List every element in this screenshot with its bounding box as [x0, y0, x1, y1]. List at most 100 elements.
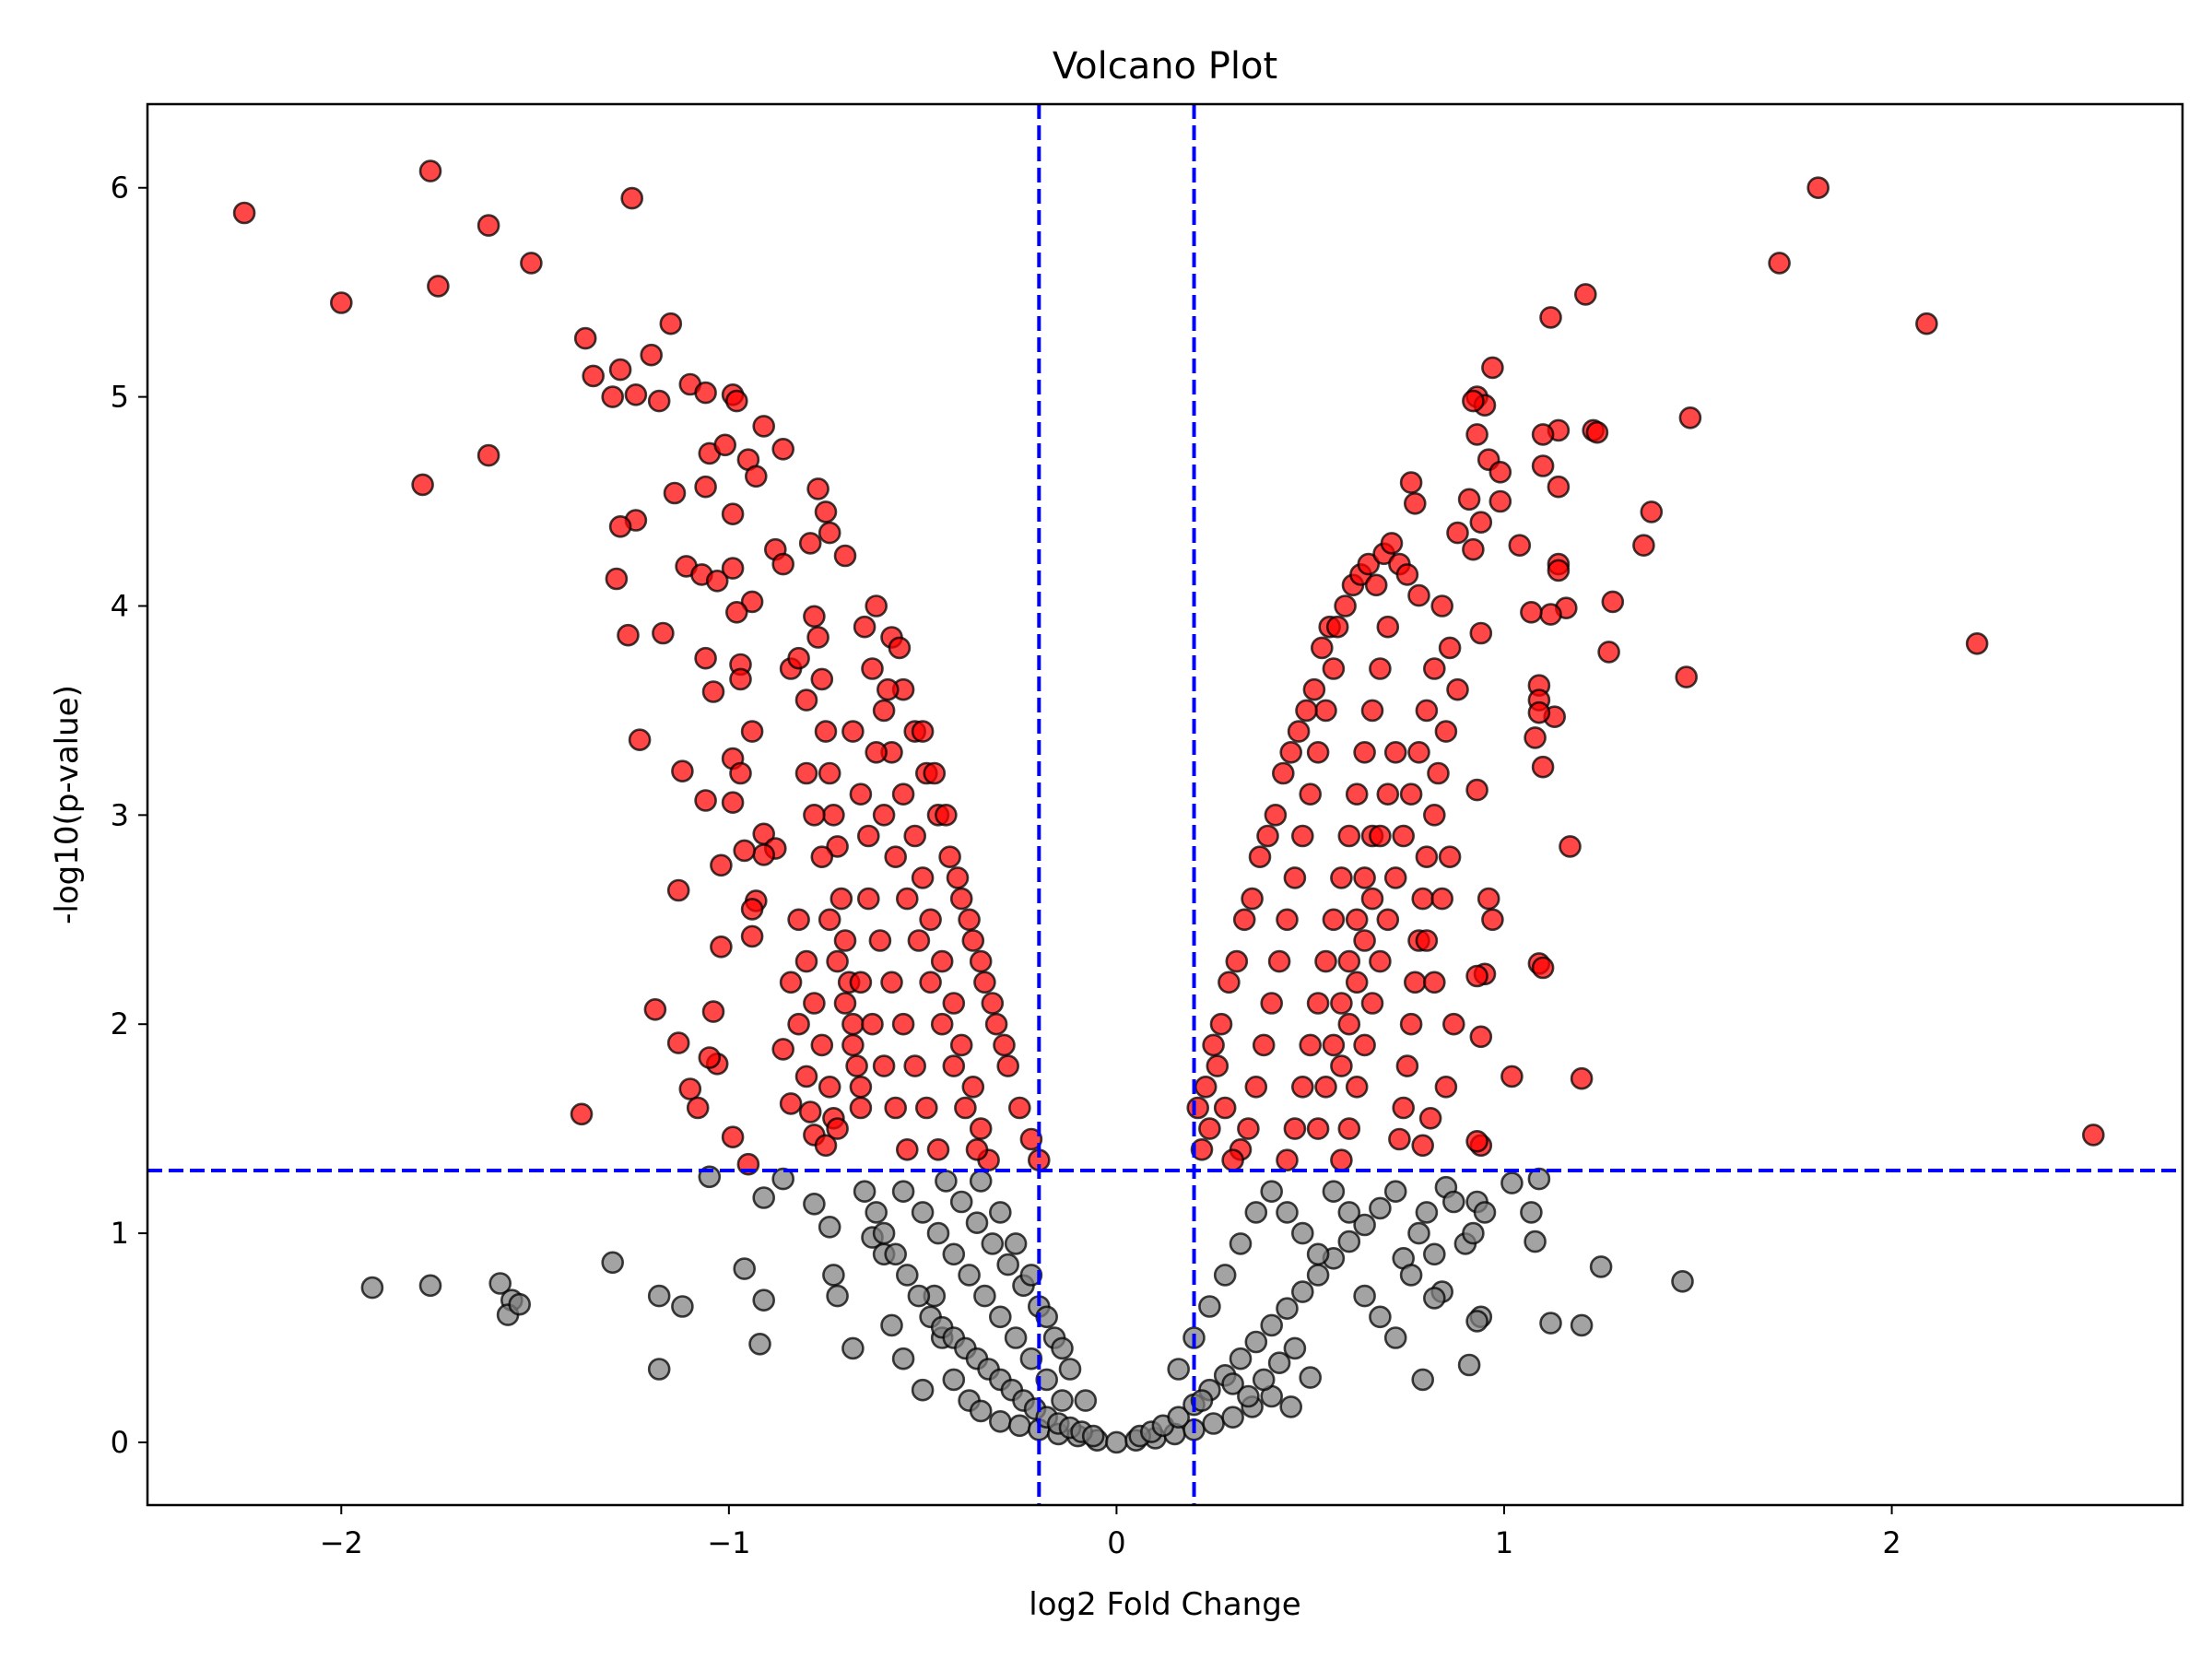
significant-point — [1232, 908, 1256, 932]
significant-point — [1244, 1076, 1268, 1099]
data-points — [232, 159, 2105, 1454]
non-significant-point — [1267, 1351, 1291, 1374]
significant-point — [849, 1096, 873, 1120]
significant-point — [861, 657, 884, 680]
significant-point — [1806, 176, 1830, 199]
significant-point — [919, 971, 942, 994]
non-significant-point — [1671, 1270, 1694, 1293]
significant-point — [1477, 887, 1500, 911]
significant-point — [856, 824, 880, 848]
significant-point — [833, 544, 857, 568]
y-tick-label: 1 — [111, 1216, 129, 1251]
significant-point — [1404, 971, 1427, 994]
non-significant-point — [1035, 1368, 1058, 1392]
significant-point — [624, 382, 648, 406]
x-axis-title: log2 Fold Change — [1029, 1586, 1300, 1623]
significant-point — [1531, 454, 1555, 477]
non-significant-point — [1260, 1313, 1283, 1337]
significant-point — [1345, 908, 1369, 932]
significant-point — [232, 201, 256, 225]
significant-point — [1330, 1054, 1353, 1077]
non-significant-point — [1221, 1406, 1244, 1429]
significant-point — [1345, 782, 1369, 806]
significant-point — [1225, 949, 1249, 973]
significant-point — [993, 1033, 1016, 1057]
significant-point — [1248, 845, 1272, 869]
significant-point — [1360, 699, 1384, 723]
significant-point — [1399, 782, 1423, 806]
significant-point — [1508, 534, 1532, 558]
significant-point — [1295, 699, 1318, 723]
non-significant-point — [1337, 1201, 1361, 1224]
significant-point — [1337, 1117, 1361, 1140]
non-significant-point — [1423, 1242, 1446, 1266]
non-significant-point — [1213, 1264, 1237, 1287]
significant-point — [1446, 521, 1469, 545]
significant-point — [721, 1125, 745, 1148]
significant-point — [1469, 511, 1493, 535]
significant-point — [721, 791, 745, 815]
significant-point — [961, 929, 985, 952]
significant-point — [1279, 740, 1302, 764]
significant-point — [1434, 1076, 1458, 1099]
significant-point — [605, 567, 629, 591]
non-significant-point — [1008, 1414, 1031, 1438]
significant-point — [865, 594, 888, 618]
non-significant-point — [1252, 1368, 1276, 1392]
significant-point — [1481, 356, 1504, 380]
significant-point — [1640, 500, 1664, 524]
non-significant-point — [1291, 1280, 1314, 1303]
significant-point — [826, 1117, 849, 1140]
y-tick-label: 3 — [111, 797, 129, 832]
non-significant-point — [1229, 1232, 1253, 1255]
significant-point — [787, 1012, 810, 1036]
significant-point — [329, 291, 353, 314]
non-significant-point — [1004, 1232, 1028, 1255]
significant-point — [853, 615, 877, 639]
significant-point — [814, 1134, 838, 1158]
significant-point — [818, 521, 841, 545]
non-significant-point — [508, 1292, 532, 1316]
significant-point — [1330, 992, 1353, 1015]
non-significant-point — [989, 1201, 1012, 1224]
non-significant-point — [911, 1378, 935, 1402]
significant-point — [814, 500, 838, 524]
significant-point — [1434, 720, 1458, 743]
significant-point — [582, 364, 606, 388]
significant-point — [891, 782, 915, 806]
significant-point — [1407, 740, 1430, 764]
significant-point — [418, 159, 442, 182]
significant-point — [841, 1033, 865, 1057]
significant-point — [1291, 1076, 1314, 1099]
significant-point — [1267, 949, 1291, 973]
significant-point — [724, 600, 748, 624]
significant-point — [794, 1065, 818, 1088]
significant-point — [1415, 845, 1439, 869]
significant-point — [520, 252, 543, 275]
non-significant-point — [996, 1253, 1019, 1277]
non-significant-point — [973, 1284, 996, 1308]
significant-point — [1395, 1054, 1419, 1077]
non-significant-point — [884, 1242, 908, 1266]
non-significant-point — [853, 1180, 877, 1203]
significant-point — [652, 621, 675, 645]
significant-point — [1423, 657, 1446, 680]
significant-point — [787, 908, 810, 932]
non-significant-point — [1260, 1180, 1283, 1203]
non-significant-point — [1306, 1242, 1330, 1266]
non-significant-point — [949, 1190, 973, 1214]
non-significant-point — [891, 1347, 915, 1371]
non-significant-point — [1276, 1297, 1299, 1320]
non-significant-point — [1589, 1255, 1613, 1278]
significant-point — [752, 415, 776, 438]
non-significant-point — [752, 1288, 776, 1312]
significant-point — [1306, 992, 1330, 1015]
non-significant-point — [907, 1284, 931, 1308]
non-significant-point — [1473, 1201, 1497, 1224]
non-significant-point — [895, 1264, 919, 1287]
significant-point — [841, 1012, 865, 1036]
significant-point — [1337, 1012, 1361, 1036]
significant-point — [1252, 1033, 1276, 1057]
non-significant-point — [1415, 1201, 1439, 1224]
